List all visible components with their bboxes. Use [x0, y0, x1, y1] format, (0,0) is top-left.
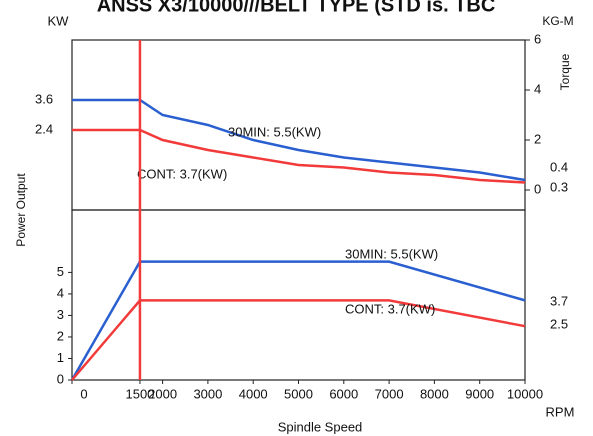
- series-line: [71, 299, 526, 381]
- series-label: CONT: 3.7(KW): [137, 166, 227, 181]
- y2-tick-label: 6: [534, 31, 541, 46]
- y2-unit: KG-M: [542, 14, 573, 28]
- x-tick-label: 1500: [125, 386, 154, 401]
- series-line: [70, 260, 526, 381]
- x-label: Spindle Speed: [278, 419, 363, 434]
- y-tick-label: 4: [57, 285, 64, 300]
- y-tick-label: 1: [57, 350, 64, 365]
- series-line: [72, 128, 526, 184]
- y-tick-label: 0: [57, 371, 64, 386]
- x-unit: RPM: [546, 404, 575, 419]
- series-label: CONT: 3.7(KW): [345, 301, 435, 316]
- x-tick-label: 9000: [465, 386, 494, 401]
- end-value-label: 3.7: [550, 293, 568, 308]
- y-unit: KW: [48, 13, 70, 28]
- y2-tick-label: 0: [534, 181, 541, 196]
- series-label: 30MIN: 5.5(KW): [228, 124, 321, 139]
- x-tick-label: 2000: [148, 386, 177, 401]
- end-value-label: 2.5: [550, 316, 568, 331]
- start-value-label: 3.6: [35, 91, 53, 106]
- x-tick-label: 10000: [507, 386, 543, 401]
- y2-label: Torque: [558, 53, 572, 90]
- end-value-label: 0.4: [550, 159, 568, 174]
- x-tick-label: 5000: [284, 386, 313, 401]
- end-value-label: 0.3: [550, 179, 568, 194]
- series-line: [72, 98, 526, 182]
- start-value-label: 2.4: [35, 121, 53, 136]
- y2-tick-label: 4: [534, 81, 541, 96]
- chart-title: ANSS X3/10000///BELT TYPE (STD is. TBC: [97, 0, 496, 16]
- y-label: Power Output: [14, 173, 28, 247]
- x-tick-label: 0: [80, 386, 87, 401]
- x-tick-label: 8000: [420, 386, 449, 401]
- y2-tick-label: 2: [534, 131, 541, 146]
- y-tick-label: 2: [57, 328, 64, 343]
- x-tick-label: 3000: [193, 386, 222, 401]
- x-tick-label: 6000: [329, 386, 358, 401]
- series-label: 30MIN: 5.5(KW): [345, 246, 438, 261]
- x-tick-label: 7000: [375, 386, 404, 401]
- y-tick-label: 3: [57, 307, 64, 322]
- y-tick-label: 5: [57, 264, 64, 279]
- x-tick-label: 4000: [239, 386, 268, 401]
